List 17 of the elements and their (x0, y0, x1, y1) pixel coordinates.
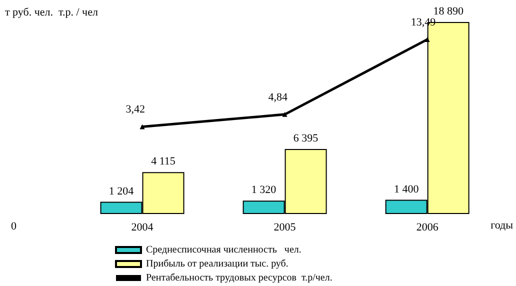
legend-label: Прибыль от реализации тыс. руб. (146, 258, 288, 270)
x-tick-label: 2004 (131, 222, 154, 234)
data-label: 1 320 (251, 184, 277, 196)
x-axis-title: годы (490, 220, 514, 232)
legend-label: Рентабельность трудовых ресурсов т.р/чел. (146, 272, 332, 284)
data-label: 4,84 (268, 91, 288, 104)
data-label: 1 400 (394, 183, 420, 196)
data-label: 4 115 (151, 156, 176, 168)
x-tick-label: 2006 (416, 222, 439, 234)
x-tick-label: 2005 (274, 222, 296, 234)
text: 0 (11, 220, 17, 232)
data-label: 18 890 (433, 6, 464, 18)
y-axis-title: т руб. чел. т.р. / чел (5, 6, 98, 18)
data-label: 3,42 (126, 104, 146, 116)
data-label: 1 204 (108, 185, 134, 198)
legend-label: Среднесписочная численность чел. (146, 244, 302, 256)
data-label: 6 395 (293, 132, 319, 144)
